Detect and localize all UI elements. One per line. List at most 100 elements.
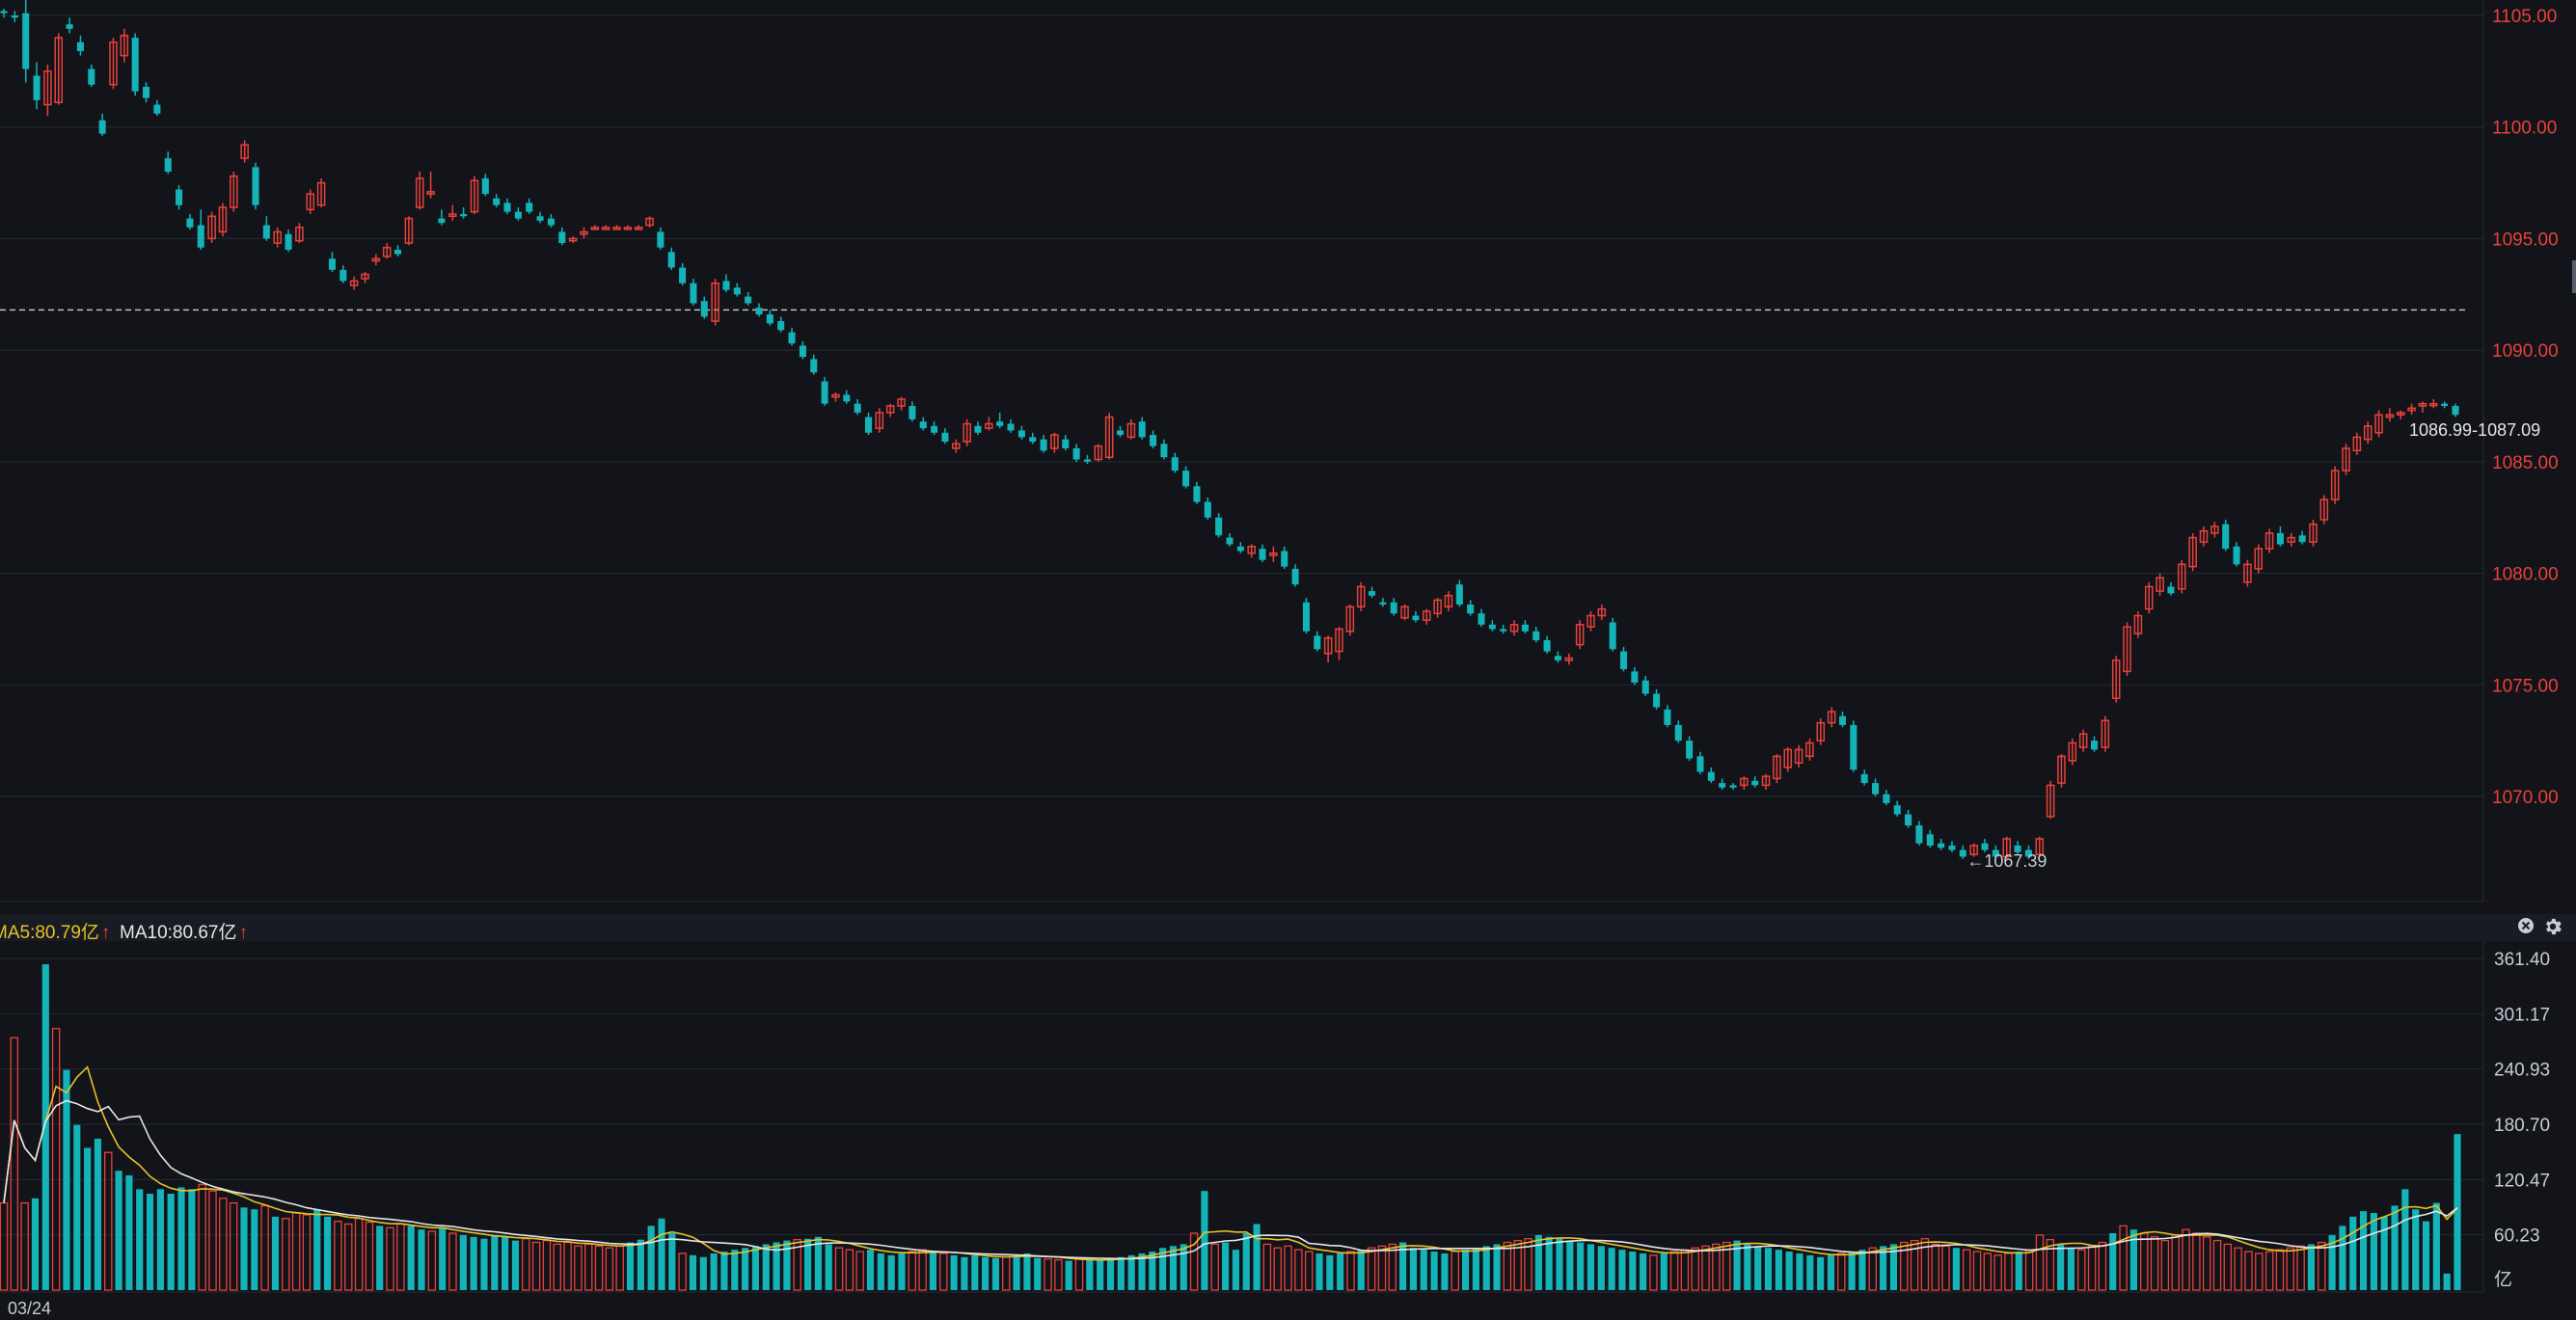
candle[interactable]: [1138, 417, 1146, 440]
volume-bar[interactable]: [2264, 1251, 2274, 1291]
volume-bar[interactable]: [2380, 1216, 2388, 1290]
volume-bar[interactable]: [407, 1226, 415, 1290]
volume-bar[interactable]: [125, 1175, 133, 1290]
volume-bar[interactable]: [73, 1124, 81, 1290]
volume-bar[interactable]: [208, 1190, 217, 1291]
candle[interactable]: [1291, 564, 1299, 587]
candle[interactable]: [1171, 452, 1179, 473]
volume-bar[interactable]: [1722, 1241, 1731, 1291]
volume-bar[interactable]: [710, 1253, 718, 1290]
candle[interactable]: [2319, 495, 2329, 525]
volume-bar[interactable]: [1367, 1247, 1376, 1291]
volume-bar[interactable]: [344, 1223, 353, 1291]
volume-bar[interactable]: [470, 1236, 477, 1290]
candle[interactable]: [1948, 841, 1956, 852]
volume-bar[interactable]: [2057, 1244, 2065, 1290]
candle[interactable]: [1686, 736, 1694, 761]
volume-bar[interactable]: [1409, 1248, 1418, 1290]
volume-bar[interactable]: [1493, 1244, 1501, 1290]
volume-bar[interactable]: [2349, 1216, 2357, 1290]
candle[interactable]: [2287, 532, 2296, 547]
volume-bar[interactable]: [1744, 1244, 1751, 1290]
volume-bar[interactable]: [1222, 1242, 1230, 1290]
volume-bar[interactable]: [678, 1253, 687, 1291]
candle[interactable]: [1509, 620, 1519, 636]
volume-bar[interactable]: [188, 1189, 196, 1290]
candle[interactable]: [2035, 836, 2045, 855]
volume-bar[interactable]: [1983, 1253, 1993, 1291]
volume-bar[interactable]: [84, 1147, 92, 1290]
volume-bar[interactable]: [271, 1216, 280, 1290]
volume-bar[interactable]: [1629, 1252, 1637, 1290]
candle[interactable]: [54, 33, 64, 105]
candle[interactable]: [2254, 544, 2264, 574]
volume-bar[interactable]: [1013, 1254, 1020, 1290]
volume-bar[interactable]: [1284, 1245, 1292, 1291]
candle[interactable]: [43, 64, 52, 117]
volume-bar[interactable]: [1640, 1253, 1647, 1290]
candle[interactable]: [1586, 610, 1595, 632]
candle[interactable]: [2090, 736, 2099, 752]
candle[interactable]: [285, 229, 292, 253]
candle[interactable]: [667, 247, 675, 270]
candle[interactable]: [733, 283, 741, 297]
candle[interactable]: [1719, 778, 1726, 791]
volume-bar[interactable]: [1127, 1254, 1135, 1290]
candle[interactable]: [1751, 776, 1759, 788]
candle[interactable]: [854, 399, 861, 416]
volume-bar[interactable]: [51, 1028, 61, 1291]
candle[interactable]: [788, 328, 796, 346]
candle[interactable]: [711, 279, 719, 326]
volume-bar[interactable]: [1159, 1248, 1167, 1290]
volume-bar[interactable]: [2067, 1248, 2075, 1290]
volume-bar[interactable]: [689, 1254, 697, 1290]
candle[interactable]: [1226, 532, 1234, 547]
volume-bar[interactable]: [2129, 1229, 2137, 1290]
volume-bar[interactable]: [1242, 1232, 1250, 1290]
volume-bar[interactable]: [1304, 1251, 1314, 1291]
volume-bar[interactable]: [1586, 1244, 1595, 1290]
volume-bar[interactable]: [1044, 1257, 1052, 1291]
candle[interactable]: [481, 174, 489, 197]
volume-bar[interactable]: [1806, 1254, 1814, 1290]
volume-bar[interactable]: [2432, 1202, 2440, 1290]
volume-bar[interactable]: [1701, 1245, 1710, 1291]
candle[interactable]: [810, 354, 818, 375]
volume-bar[interactable]: [1733, 1240, 1741, 1290]
volume-bar[interactable]: [2160, 1239, 2170, 1291]
candle[interactable]: [1422, 608, 1431, 625]
volume-bar[interactable]: [365, 1221, 374, 1291]
volume-bar[interactable]: [1972, 1251, 1982, 1291]
volume-bar[interactable]: [1785, 1252, 1793, 1290]
volume-bar[interactable]: [982, 1256, 990, 1290]
candle[interactable]: [240, 140, 249, 163]
volume-bar[interactable]: [699, 1256, 707, 1290]
candle[interactable]: [745, 291, 752, 306]
candle[interactable]: [2441, 401, 2449, 409]
candle[interactable]: [1433, 598, 1442, 618]
candle[interactable]: [897, 396, 906, 411]
candle[interactable]: [1641, 676, 1649, 696]
volume-bar[interactable]: [908, 1251, 917, 1291]
candle[interactable]: [1674, 720, 1682, 743]
candle[interactable]: [207, 211, 216, 244]
volume-bar[interactable]: [783, 1240, 791, 1290]
candle[interactable]: [1609, 617, 1616, 652]
candle[interactable]: [996, 412, 1004, 429]
volume-bar[interactable]: [720, 1252, 728, 1290]
volume-bar[interactable]: [574, 1245, 583, 1291]
volume-bar[interactable]: [448, 1232, 457, 1291]
volume-bar[interactable]: [1712, 1243, 1721, 1291]
candle[interactable]: [558, 227, 566, 246]
volume-bar[interactable]: [2223, 1243, 2233, 1291]
volume-bar[interactable]: [2015, 1252, 2022, 1290]
volume-bar[interactable]: [1566, 1240, 1574, 1290]
volume-bar[interactable]: [1910, 1239, 1919, 1291]
candle[interactable]: [864, 412, 873, 436]
candle[interactable]: [2374, 410, 2383, 438]
volume-bar[interactable]: [1346, 1251, 1355, 1291]
candle[interactable]: [1281, 546, 1288, 569]
candle[interactable]: [1794, 744, 1803, 768]
candle[interactable]: [590, 225, 600, 230]
